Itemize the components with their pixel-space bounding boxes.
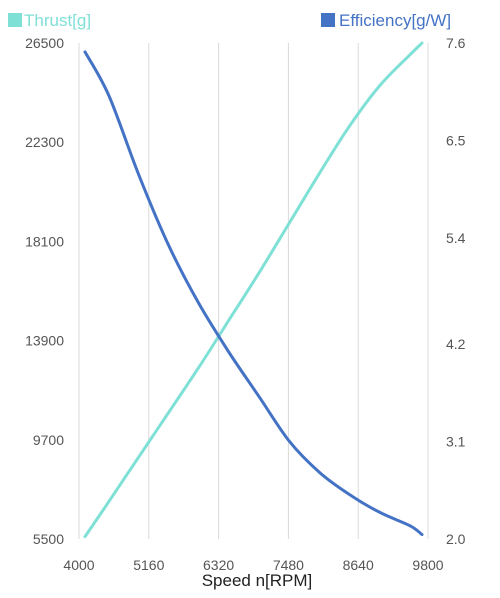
y-left-tick-label: 13900 — [25, 333, 64, 349]
legend: Thrust[g] Efficiency[g/W] — [8, 11, 451, 30]
legend-swatch-efficiency — [321, 13, 335, 27]
series-line-efficiency — [83, 50, 424, 537]
y-left-tick-label: 18100 — [25, 233, 64, 249]
x-tick-label: 7480 — [273, 557, 304, 573]
x-axis-title: Speed n[RPM] — [202, 571, 313, 590]
y-right-tick-label: 5.4 — [446, 230, 466, 246]
y-left-tick-label: 5500 — [33, 531, 64, 547]
y-axis-left-ticks: 5500 9700 13900 18100 22300 26500 — [25, 35, 64, 547]
y-right-tick-label: 2.0 — [446, 531, 466, 547]
legend-swatch-thrust — [8, 13, 22, 27]
x-tick-label: 8640 — [343, 557, 374, 573]
x-tick-label: 5160 — [133, 557, 164, 573]
y-right-tick-label: 7.6 — [446, 35, 466, 51]
x-tick-label: 4000 — [63, 557, 94, 573]
y-left-tick-label: 9700 — [33, 432, 64, 448]
x-tick-label: 6320 — [203, 557, 234, 573]
series-line-thrust — [83, 41, 424, 539]
y-left-tick-label: 26500 — [25, 35, 64, 51]
y-left-tick-label: 22300 — [25, 134, 64, 150]
legend-label-thrust: Thrust[g] — [24, 11, 91, 30]
x-tick-label: 9800 — [412, 557, 443, 573]
y-right-tick-label: 3.1 — [446, 434, 466, 450]
y-right-tick-label: 6.5 — [446, 132, 466, 148]
series-lines — [83, 41, 424, 539]
legend-label-efficiency: Efficiency[g/W] — [339, 11, 451, 30]
gridlines — [78, 43, 429, 539]
x-axis-ticks: 4000 5160 6320 7480 8640 9800 — [63, 557, 443, 573]
y-right-tick-label: 4.2 — [446, 336, 466, 352]
y-axis-right-ticks: 2.0 3.1 4.2 5.4 6.5 7.6 — [446, 35, 466, 547]
